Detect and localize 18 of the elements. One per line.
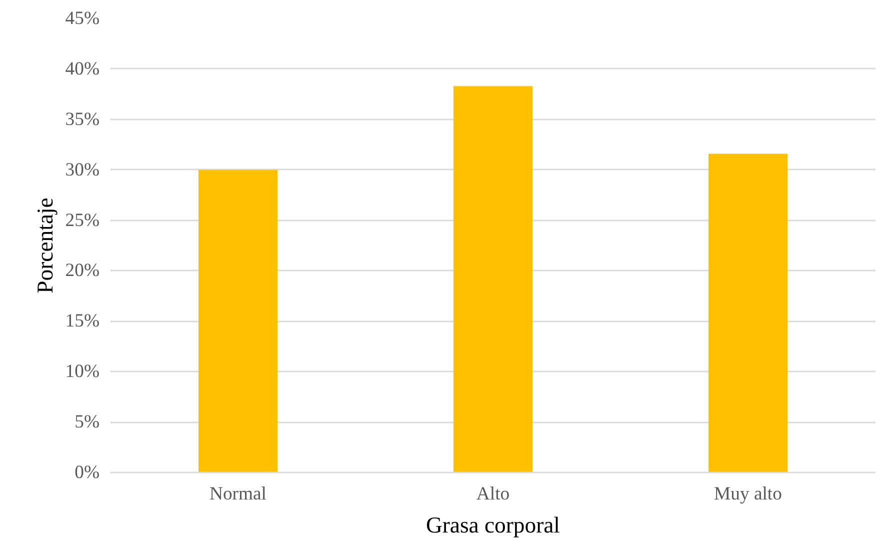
y-axis-title: Porcentaje: [32, 198, 58, 294]
y-tick-label: 10%: [65, 361, 100, 382]
x-tick-label: Muy alto: [714, 484, 782, 504]
bar: [708, 154, 788, 472]
x-tick-label: Normal: [210, 484, 267, 504]
x-axis-title: Grasa corporal: [426, 512, 560, 538]
y-tick-label: 15%: [65, 310, 100, 332]
y-tick-label: 20%: [65, 260, 100, 282]
y-tick-label: 35%: [65, 108, 100, 130]
bar: [453, 86, 533, 472]
bar: [198, 170, 278, 472]
y-tick-label: 40%: [65, 58, 100, 80]
y-tick-label: 0%: [74, 462, 100, 483]
y-tick-label: 30%: [65, 159, 100, 180]
y-tick-label: 5%: [74, 412, 100, 433]
y-tick-label: 45%: [65, 8, 100, 29]
y-tick-label: 25%: [65, 210, 100, 231]
x-tick-label: Alto: [476, 484, 510, 504]
